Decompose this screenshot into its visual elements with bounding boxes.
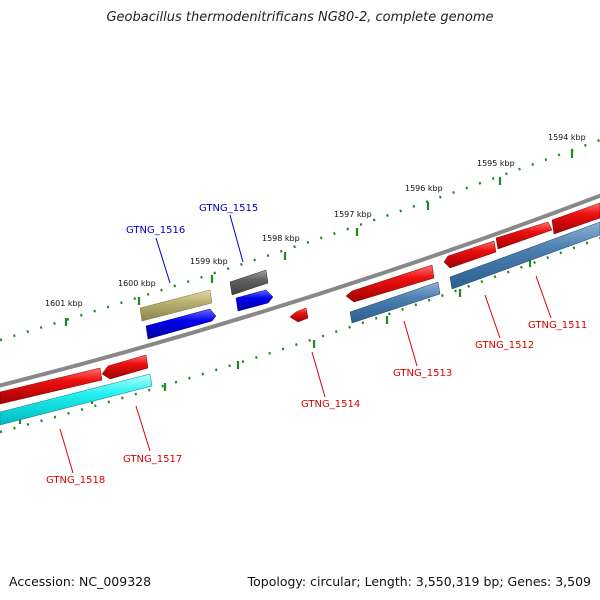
reverse-genes <box>0 221 600 426</box>
gene-gtng-1512-upper-arrow[interactable] <box>495 221 553 250</box>
gene-gtng-1513-steel-arrow[interactable] <box>349 281 441 324</box>
gene-label-gtng-1514[interactable]: GTNG_1514 <box>301 399 360 410</box>
gene-gtng-1511-upper-arrow[interactable] <box>551 202 600 235</box>
tick-label: 1599 kbp <box>190 257 228 266</box>
gene-gtng-1515-arrow[interactable] <box>229 269 269 296</box>
leader-line <box>59 428 74 474</box>
gene-gtng-1512b-upper-arrow[interactable] <box>443 240 497 269</box>
leader-line <box>535 275 552 319</box>
gene-gtng-1518-arrow[interactable] <box>101 354 149 380</box>
tick-label: 1595 kbp <box>477 159 515 168</box>
gene-gtng-1517-cyan-arrow[interactable] <box>0 373 153 426</box>
gene-label-gtng-1516[interactable]: GTNG_1516 <box>126 225 185 236</box>
gene-label-gtng-1513[interactable]: GTNG_1513 <box>393 368 452 379</box>
tick-label: 1597 kbp <box>334 210 372 219</box>
gene-gtng-1511-steel-arrow[interactable] <box>449 221 600 290</box>
gene-gtng-1516-arrow[interactable] <box>139 289 213 322</box>
tick-labels: 1601 kbp 1600 kbp 1599 kbp 1598 kbp 1597… <box>45 133 586 308</box>
gene-gtng-1514-arrow[interactable] <box>289 307 309 323</box>
major-ticks <box>18 150 574 424</box>
leader-line <box>155 237 171 284</box>
genome-backbone <box>0 193 600 388</box>
gene-label-gtng-1517[interactable]: GTNG_1517 <box>123 454 182 465</box>
leader-line <box>311 351 326 398</box>
leader-line <box>403 320 418 367</box>
forward-genes <box>139 202 600 340</box>
gene-label-gtng-1518[interactable]: GTNG_1518 <box>46 475 105 486</box>
gene-gtng-1515-arrow-inner[interactable] <box>235 289 274 312</box>
tick-label: 1600 kbp <box>118 279 156 288</box>
map-title: Geobacillus thermodenitrificans NG80-2, … <box>106 10 494 25</box>
leader-lines <box>59 214 552 474</box>
tick-label: 1598 kbp <box>262 234 300 243</box>
gene-label-gtng-1511[interactable]: GTNG_1511 <box>528 320 587 331</box>
leader-line <box>484 294 501 339</box>
leader-line <box>135 405 151 452</box>
tick-label: 1596 kbp <box>405 184 443 193</box>
gene-label-gtng-1512[interactable]: GTNG_1512 <box>475 340 534 351</box>
genome-stats-text: Topology: circular; Length: 3,550,319 bp… <box>247 574 591 589</box>
accession-text: Accession: NC_009328 <box>9 574 152 589</box>
gene-gtng-1517-arrow[interactable] <box>0 367 103 405</box>
gene-label-gtng-1515[interactable]: GTNG_1515 <box>199 203 258 214</box>
leader-line <box>229 214 244 263</box>
gene-gtng-1516-arrow-inner[interactable] <box>145 308 217 340</box>
tick-label: 1594 kbp <box>548 133 586 142</box>
tick-label: 1601 kbp <box>45 299 83 308</box>
gene-labels: GTNG_1515 GTNG_1516 GTNG_1517 GTNG_1518 … <box>46 203 587 486</box>
gene-gtng-1513-upper-arrow[interactable] <box>345 264 435 303</box>
